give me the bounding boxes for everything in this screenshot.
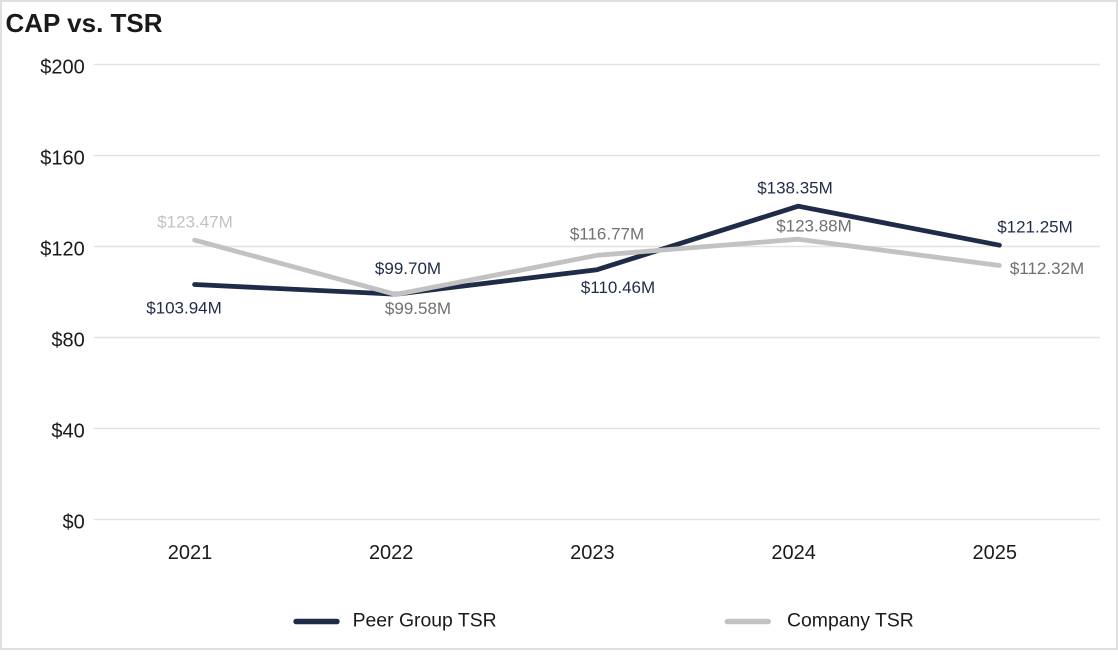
svg-text:$200: $200 bbox=[40, 56, 85, 78]
svg-text:$123.88M: $123.88M bbox=[776, 217, 852, 236]
svg-text:$120: $120 bbox=[40, 238, 85, 260]
svg-text:$99.58M: $99.58M bbox=[385, 299, 451, 318]
svg-text:$99.70M: $99.70M bbox=[375, 259, 441, 278]
svg-text:$123.47M: $123.47M bbox=[157, 213, 233, 232]
svg-text:Peer Group TSR: Peer Group TSR bbox=[353, 610, 497, 632]
svg-text:2023: 2023 bbox=[570, 542, 615, 564]
svg-text:$160: $160 bbox=[40, 147, 85, 169]
svg-text:$80: $80 bbox=[51, 329, 84, 351]
svg-text:$121.25M: $121.25M bbox=[997, 218, 1073, 237]
svg-text:2022: 2022 bbox=[369, 542, 414, 564]
svg-text:2021: 2021 bbox=[168, 542, 213, 564]
svg-text:$138.35M: $138.35M bbox=[757, 179, 833, 198]
svg-text:2025: 2025 bbox=[973, 542, 1018, 564]
svg-text:$112.32M: $112.32M bbox=[1010, 259, 1084, 278]
svg-text:$40: $40 bbox=[51, 420, 84, 442]
svg-text:$103.94M: $103.94M bbox=[146, 299, 222, 318]
svg-text:Company TSR: Company TSR bbox=[787, 610, 914, 632]
svg-text:$116.77M: $116.77M bbox=[570, 225, 644, 244]
svg-text:$0: $0 bbox=[63, 511, 85, 533]
svg-text:CAP vs. TSR: CAP vs. TSR bbox=[6, 8, 163, 38]
svg-text:$110.46M: $110.46M bbox=[581, 278, 655, 297]
svg-text:2024: 2024 bbox=[771, 542, 816, 564]
